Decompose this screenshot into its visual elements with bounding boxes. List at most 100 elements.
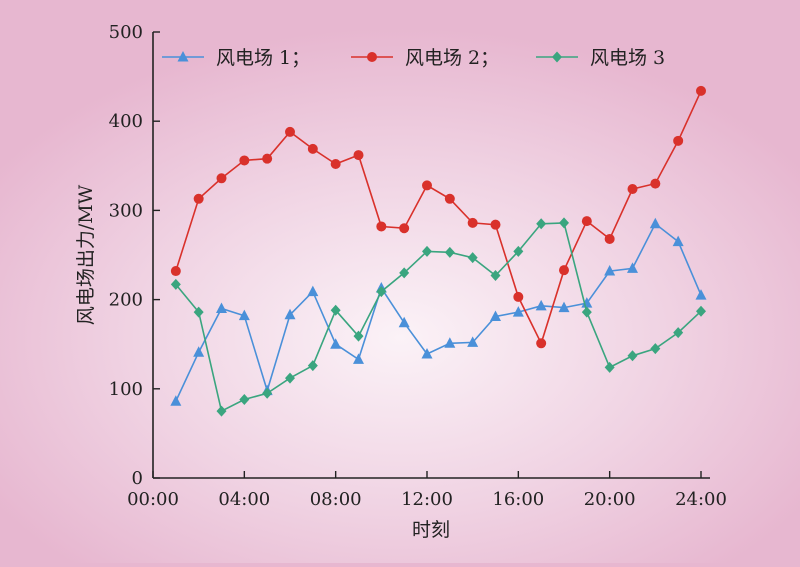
series-3-point: [559, 217, 569, 229]
series-1-point: [672, 235, 684, 247]
series-2-point: [239, 155, 250, 166]
series-1-point: [695, 289, 707, 300]
series-3-line: [175, 222, 702, 413]
x-tick-label: 24:00: [675, 489, 727, 510]
series-3-point: [193, 306, 204, 318]
series-2-point: [376, 221, 387, 232]
series-2-point: [490, 219, 501, 230]
series-2-point: [422, 180, 432, 191]
series-2-point: [536, 338, 547, 349]
series-1-point: [193, 346, 205, 357]
series-2-point: [193, 193, 204, 204]
series-1: [170, 217, 707, 406]
series-1-point: [421, 348, 433, 359]
series-2-point: [559, 265, 569, 276]
series-3-point: [170, 278, 181, 290]
series-2-point: [307, 143, 318, 154]
series-2-point: [650, 178, 661, 189]
series-3-point: [353, 330, 364, 342]
legend-label-2: 风电场 2；: [405, 47, 499, 69]
x-tick-label: 16:00: [492, 489, 544, 510]
series-1-point: [238, 309, 250, 321]
series-2-point: [353, 150, 364, 161]
series-3-point: [581, 306, 592, 318]
series-2-point: [444, 193, 455, 204]
series-2-point: [627, 183, 638, 194]
series-1-point: [444, 337, 456, 348]
y-tick-label: 500: [109, 22, 143, 43]
series-1-point: [581, 297, 593, 308]
ticks: 0 100 200 300 400 500 00:00 04:00 08:00 12:00 16:0…: [109, 22, 727, 510]
series-3-point: [604, 361, 615, 373]
x-tick-label: 00:00: [127, 489, 179, 510]
series-3-point: [673, 327, 684, 339]
series-1-point: [467, 336, 479, 347]
series-3-point: [536, 218, 547, 230]
series-3-point: [376, 286, 387, 298]
series-1-point: [330, 338, 342, 349]
series-3-point: [627, 350, 638, 362]
series-3-point: [216, 405, 227, 417]
series-2-line: [175, 90, 702, 346]
series-3: [170, 217, 706, 417]
series-1-point: [604, 265, 616, 276]
series-2-point: [330, 159, 341, 170]
series-1-point: [512, 306, 524, 317]
y-tick-label: 400: [109, 111, 143, 132]
x-axis-title: 时刻: [412, 519, 450, 541]
series-1-point: [490, 310, 501, 322]
series-1-point: [627, 262, 638, 273]
y-tick-label: 200: [109, 290, 143, 311]
axes: [152, 32, 710, 479]
legend: 风电场 1； 风电场 2； 风电场 3: [162, 47, 665, 69]
series-2-point: [285, 126, 295, 137]
x-tick-label: 08:00: [310, 489, 362, 510]
x-tick-label: 20:00: [584, 489, 636, 510]
series-3-point: [307, 360, 318, 372]
series-3-point: [262, 387, 273, 399]
x-tick-label: 12:00: [401, 489, 453, 510]
series-3-point: [650, 343, 661, 355]
series-1-point: [558, 301, 570, 313]
y-tick-label: 0: [132, 468, 143, 489]
series-3-point: [285, 372, 295, 384]
series-3-point: [422, 245, 432, 257]
y-tick-label: 300: [109, 200, 143, 221]
series-3-point: [467, 252, 478, 264]
series-3-point: [696, 305, 706, 317]
legend-marker-3: [552, 51, 562, 63]
legend-label-3: 风电场 3: [590, 47, 665, 69]
x-tick-label: 04:00: [218, 489, 270, 510]
series-1-point: [216, 302, 227, 314]
legend-marker-2: [367, 52, 377, 62]
legend-marker-1: [177, 51, 189, 62]
series-1-point: [170, 395, 182, 406]
series-3-point: [513, 245, 524, 257]
y-axis-title: 风电场出力/MW: [75, 184, 97, 325]
series-layer: [170, 85, 707, 417]
series-2-point: [673, 135, 684, 146]
series-2-point: [170, 266, 181, 277]
series-2-point: [467, 217, 478, 228]
y-tick-label: 100: [109, 379, 143, 400]
series-2-point: [513, 291, 524, 302]
series-2-point: [604, 233, 615, 244]
series-2-point: [399, 223, 410, 234]
series-1-point: [649, 217, 661, 229]
series-2-point: [696, 85, 706, 96]
series-3-point: [399, 267, 410, 279]
series-1-point: [353, 353, 364, 364]
series-3-point: [330, 304, 341, 316]
series-3-point: [444, 246, 455, 258]
series-3-point: [239, 394, 250, 406]
series-2-point: [216, 173, 227, 184]
series-2: [170, 85, 706, 349]
series-2-point: [581, 216, 592, 227]
series-3-point: [490, 270, 501, 282]
series-1-point: [284, 308, 296, 320]
series-1-line: [175, 222, 702, 402]
legend-label-1: 风电场 1；: [216, 47, 310, 69]
series-1-point: [535, 299, 547, 311]
